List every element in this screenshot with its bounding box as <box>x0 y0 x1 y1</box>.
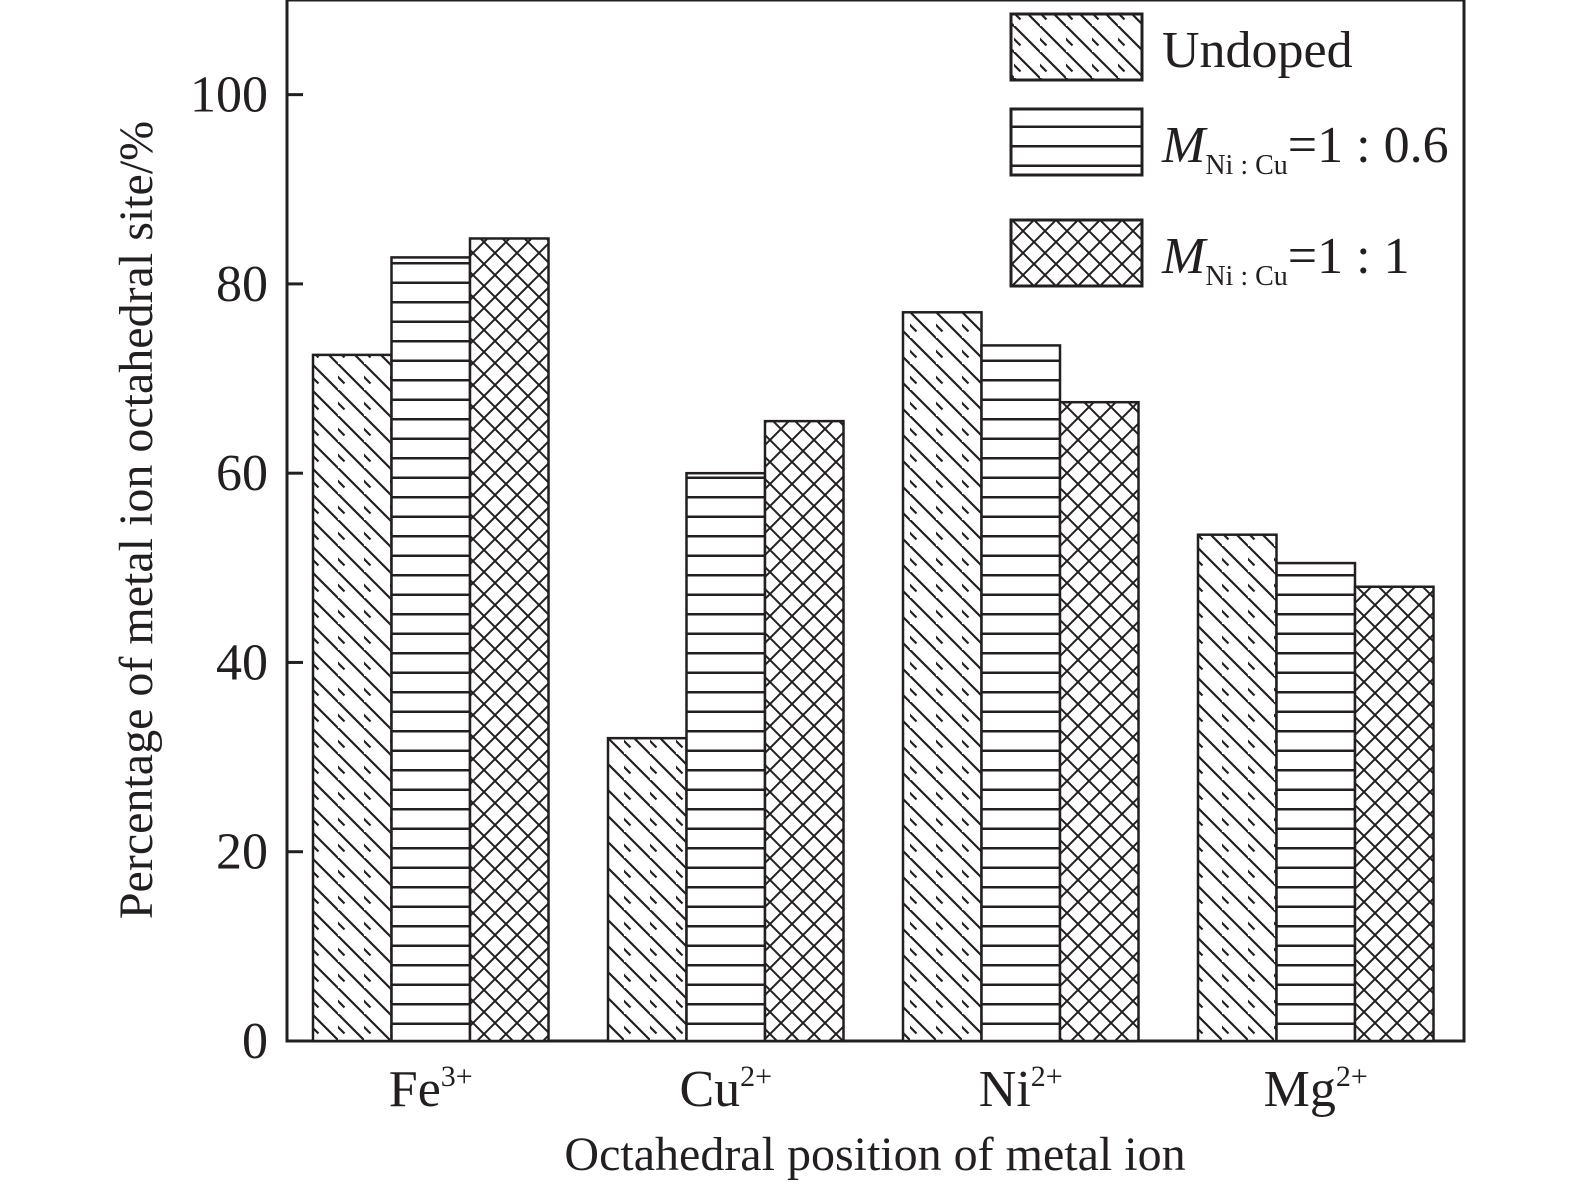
category-charge: 2+ <box>1336 1060 1368 1093</box>
category-label: Cu2+ <box>679 1060 772 1118</box>
y-axis-title: Percentage of metal ion octahedral site/… <box>110 121 163 919</box>
y-tick-label: 60 <box>216 445 268 502</box>
category-label: Ni2+ <box>979 1060 1063 1118</box>
category-label: Mg2+ <box>1264 1060 1368 1118</box>
bar-series-3-ni <box>1058 400 1140 1043</box>
bar-series-1-ni <box>901 311 983 1043</box>
x-axis-title: Octahedral position of metal ion <box>564 1128 1185 1181</box>
legend-label: Undoped <box>1162 22 1353 79</box>
bar-series-3-mg <box>1353 585 1435 1043</box>
category-base: Fe <box>389 1061 441 1118</box>
legend-label-ratio: =1 : 0.6 <box>1288 117 1449 174</box>
bar-series-1-mg <box>1196 533 1278 1043</box>
legend-swatch <box>1009 12 1144 82</box>
y-axis-ticks: 0 20 40 60 80 100 <box>190 67 303 1070</box>
legend-swatch <box>1009 218 1144 288</box>
plot-frame <box>285 0 1466 1043</box>
y-tick-label: 0 <box>242 1013 268 1070</box>
legend-label-ratio: =1 : 1 <box>1288 228 1410 285</box>
legend-swatch <box>1009 107 1144 177</box>
bar-series-1-fe <box>311 353 393 1043</box>
category-base: Mg <box>1264 1061 1336 1118</box>
x-axis-category-labels: Fe3+ Cu2+ Ni2+ Mg2+ <box>389 1060 1368 1118</box>
bar-series-3-cu <box>763 419 845 1043</box>
bar-series-2-mg <box>1275 561 1357 1043</box>
y-tick-label: 100 <box>190 67 268 124</box>
bar-series-3-fe <box>468 237 550 1043</box>
y-tick-label: 20 <box>216 824 268 881</box>
legend-label: MNi : Cu=1 : 0.6 <box>1161 117 1449 181</box>
legend-label-subscript: Ni : Cu <box>1205 261 1287 292</box>
category-charge: 3+ <box>441 1060 473 1093</box>
category-base: Ni <box>979 1061 1031 1118</box>
y-tick-label: 80 <box>216 256 268 313</box>
category-charge: 2+ <box>740 1060 772 1093</box>
category-label: Fe3+ <box>389 1060 473 1118</box>
legend-label-main: Undoped <box>1162 22 1353 79</box>
bar-series-2-fe <box>390 256 472 1043</box>
bar-series-2-ni <box>980 344 1062 1043</box>
legend-label-main: M <box>1161 228 1208 285</box>
legend-label-main: M <box>1161 117 1208 174</box>
bar-series-1-cu <box>606 736 688 1043</box>
category-charge: 2+ <box>1031 1060 1063 1093</box>
category-base: Cu <box>679 1061 740 1118</box>
y-tick-label: 40 <box>216 634 268 691</box>
bars <box>311 237 1435 1043</box>
legend-label: MNi : Cu=1 : 1 <box>1161 228 1410 292</box>
legend-label-subscript: Ni : Cu <box>1205 150 1287 181</box>
bar-series-2-cu <box>685 471 767 1043</box>
